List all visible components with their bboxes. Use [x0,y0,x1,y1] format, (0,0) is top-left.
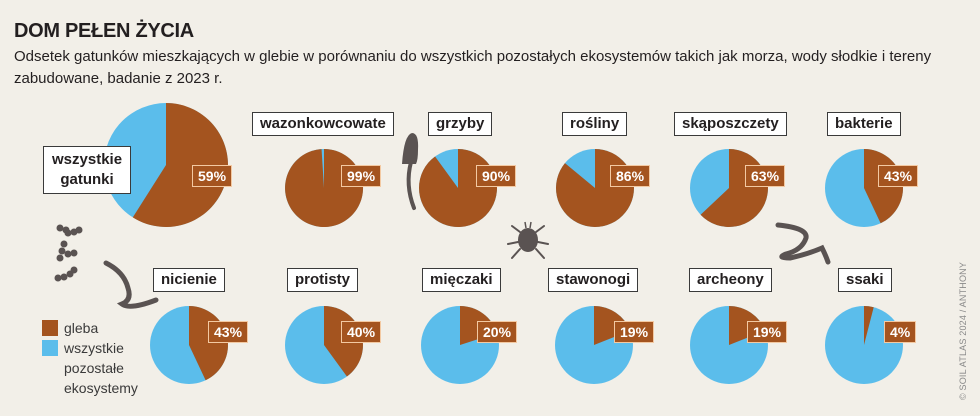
pie-nicienie [150,306,229,384]
credit: © SOIL ATLAS 2024 / ANTHONY [958,261,968,400]
pct-wazonkowcowate: 99% [341,165,382,187]
pie-rosliny [555,149,634,228]
legend-other-line3: ekosystemy [64,380,138,396]
legend-item-soil: gleba [42,318,138,338]
pie-slice-soil [132,103,228,228]
label-rosliny: rośliny [562,112,628,136]
pct-bakterie: 43% [878,165,919,187]
pie-skaposzczety [690,149,768,227]
pie-mieczaki [421,306,499,384]
label-all-line1: wszystkie [52,151,123,168]
pct-skaposzczety: 63% [745,165,786,187]
label-mieczaki: mięczaki [422,268,501,292]
bacteria-icon [54,224,83,282]
tick-icon [507,221,549,259]
pie-grzyby [419,149,498,228]
pct-rosliny: 86% [610,165,651,187]
label-bakterie: bakterie [827,112,901,136]
legend-soil-label: gleba [64,320,99,336]
label-all-line2: gatunki [60,171,114,188]
pct-ssaki: 4% [884,321,917,343]
label-archeony: archeony [689,268,772,292]
legend-other-line1: wszystkie [64,340,124,356]
pct-all-species: 59% [192,165,233,187]
earthworm-icon [775,222,831,265]
pie-protisty [285,306,363,384]
pie-slice-soil [594,306,631,345]
pct-archeony: 19% [747,321,788,343]
label-ssaki: ssaki [838,268,892,292]
label-all-species: wszystkie gatunki [43,146,132,194]
soil-swatch [42,320,58,336]
pie-all-species [104,103,228,228]
pie-bakterie [825,149,904,227]
organism-icons [54,133,831,309]
chart-subtitle: Odsetek gatunków mieszkających w glebie … [14,48,932,87]
pct-nicienie: 43% [208,321,249,343]
label-protisty: protisty [287,268,359,292]
pie-slice-soil [285,148,364,227]
pie-stawonogi [555,306,633,384]
label-stawonogi: stawonogi [548,268,639,292]
legend-other-label: wszystkie pozostałe ekosystemy [64,338,138,398]
label-skaposzczety: skąposzczety [674,112,787,136]
label-grzyby: grzyby [428,112,493,136]
pie-slice-soil [864,306,874,345]
pct-protisty: 40% [341,321,382,343]
label-nicienie: nicienie [153,268,225,292]
nematode-icon [103,260,159,309]
pie-slice-soil [419,149,498,228]
pie-wazonkowcowate [285,148,364,227]
pie-archeony [690,306,768,384]
pct-stawonogi: 19% [614,321,655,343]
mushroom-icon [402,133,419,210]
label-wazonkowcowate: wazonkowcowate [252,112,394,136]
legend-other-line2: pozostałe [64,360,124,376]
legend: gleba wszystkie pozostałe ekosystemy [42,318,138,398]
chart-title: DOM PEŁEN ŻYCIA [14,20,194,42]
legend-item-other: wszystkie pozostałe ekosystemy [42,338,138,398]
pie-ssaki [825,306,903,384]
pct-grzyby: 90% [476,165,517,187]
pct-mieczaki: 20% [477,321,518,343]
other-swatch [42,340,58,356]
